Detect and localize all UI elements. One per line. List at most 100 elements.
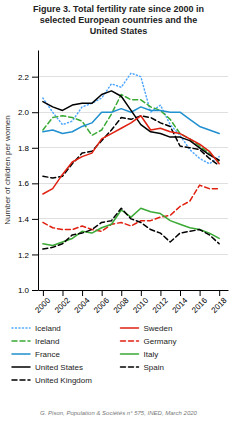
legend-swatch — [121, 340, 139, 342]
x-tick-label: 2006 — [92, 296, 111, 315]
grid — [38, 77, 228, 290]
x-tick-mark — [141, 290, 142, 296]
legend-item: Spain — [121, 363, 164, 372]
y-tick-label: 1.4 — [18, 215, 30, 224]
y-tick-mark — [32, 219, 38, 220]
x-tick-mark — [82, 290, 83, 296]
y-tick: 1.8 — [18, 144, 38, 153]
y-tick: 1.6 — [18, 179, 38, 188]
legend-swatch — [121, 366, 139, 368]
legend-label: Germany — [144, 337, 177, 346]
x-tick-mark — [200, 290, 201, 296]
legend-item: United States — [12, 363, 83, 372]
x-tick-mark — [43, 290, 44, 296]
grid-line — [38, 254, 228, 255]
y-tick-label: 1.0 — [18, 286, 30, 295]
y-axis-line — [38, 51, 39, 291]
legend-item: United Kingdom — [12, 376, 92, 385]
y-tick-label: 1.2 — [18, 251, 30, 260]
x-tick: 2002 — [53, 290, 72, 315]
x-tick-mark — [102, 290, 103, 296]
legend-swatch — [12, 327, 30, 329]
series-line — [43, 91, 219, 160]
y-tick-mark — [32, 148, 38, 149]
legend-label: France — [35, 350, 60, 359]
y-tick-mark — [32, 77, 38, 78]
legend: Iceland Ireland France United States United … — [12, 324, 176, 385]
series-line — [43, 208, 219, 245]
annotation: G. Pison, Population & Sociétés n° 575, … — [40, 410, 197, 416]
y-axis-title: Number of children per women — [3, 115, 12, 224]
legend-label: Iceland — [35, 324, 61, 333]
x-tick: 2010 — [131, 290, 150, 315]
x-tick-label: 2000 — [33, 296, 52, 315]
y-tick: 2.0 — [18, 108, 38, 117]
y-tick-label: 1.8 — [18, 144, 30, 153]
x-tick: 2018 — [210, 290, 229, 315]
x-tick-mark — [160, 290, 161, 296]
y-tick-label: 2.2 — [18, 73, 30, 82]
chart-title-line: selected European countries and the — [40, 15, 198, 25]
x-tick-mark — [62, 290, 63, 296]
x-tick-label: 2018 — [210, 296, 229, 315]
x-tick-label: 2010 — [131, 296, 150, 315]
x-tick-mark — [219, 290, 220, 296]
y-tick-label: 1.6 — [18, 179, 30, 188]
x-tick-mark — [121, 290, 122, 296]
legend-label: Sweden — [144, 324, 173, 333]
series-line — [43, 94, 219, 162]
legend-item: Sweden — [121, 324, 173, 333]
y-tick: 2.2 — [18, 73, 38, 82]
grid-line — [38, 76, 228, 77]
series-line — [43, 185, 219, 231]
y-tick-mark — [32, 290, 38, 291]
legend-item: Germany — [121, 337, 177, 346]
series-line — [43, 116, 219, 194]
y-axis: 1.0 1.2 1.4 1.6 1.8 2.0 2.2 — [18, 51, 39, 296]
x-tick: 2006 — [92, 290, 111, 315]
y-tick: 1.0 — [18, 286, 38, 295]
x-tick-mark — [180, 290, 181, 296]
series-line — [43, 73, 219, 164]
y-tick: 1.4 — [18, 215, 38, 224]
x-tick: 2012 — [151, 290, 170, 315]
legend-item: France — [12, 350, 60, 359]
x-axis: 2000200220042006200820102012201420162018 — [33, 290, 229, 315]
y-tick-mark — [32, 183, 38, 184]
series-line — [43, 208, 219, 249]
legend-item: Iceland — [12, 324, 61, 333]
x-tick: 2014 — [170, 290, 189, 315]
grid-line — [38, 183, 228, 184]
legend-item: Ireland — [12, 337, 59, 346]
legend-label: United Kingdom — [35, 376, 92, 385]
x-tick-label: 2016 — [190, 296, 209, 315]
legend-swatch — [12, 366, 30, 368]
chart-title: Figure 3. Total fertility rate since 200… — [33, 4, 204, 36]
chart-svg: Figure 3. Total fertility rate since 200… — [0, 0, 237, 441]
x-tick: 2004 — [73, 290, 92, 315]
chart-title-line: United States — [90, 26, 148, 36]
chart-title-line: Figure 3. Total fertility rate since 200… — [33, 4, 204, 14]
x-tick-label: 2012 — [151, 296, 170, 315]
grid-line — [38, 290, 228, 291]
y-tick: 1.2 — [18, 251, 38, 260]
legend-swatch — [12, 340, 30, 342]
y-tick-mark — [32, 112, 38, 113]
x-tick: 2016 — [190, 290, 209, 315]
legend-label: Italy — [144, 350, 159, 359]
series-line — [43, 116, 219, 178]
legend-label: Spain — [144, 363, 164, 372]
legend-swatch — [12, 379, 30, 381]
x-tick: 2000 — [33, 290, 52, 315]
chart-container: Figure 3. Total fertility rate since 200… — [0, 0, 237, 441]
legend-swatch — [121, 327, 139, 329]
x-tick-label: 2004 — [73, 296, 92, 315]
x-tick: 2008 — [112, 290, 131, 315]
x-tick-label: 2008 — [112, 296, 131, 315]
y-tick-mark — [32, 254, 38, 255]
legend-swatch — [121, 353, 139, 355]
legend-item: Italy — [121, 350, 159, 359]
plot-area — [43, 73, 219, 249]
legend-label: United States — [35, 363, 83, 372]
x-tick-label: 2002 — [53, 296, 72, 315]
